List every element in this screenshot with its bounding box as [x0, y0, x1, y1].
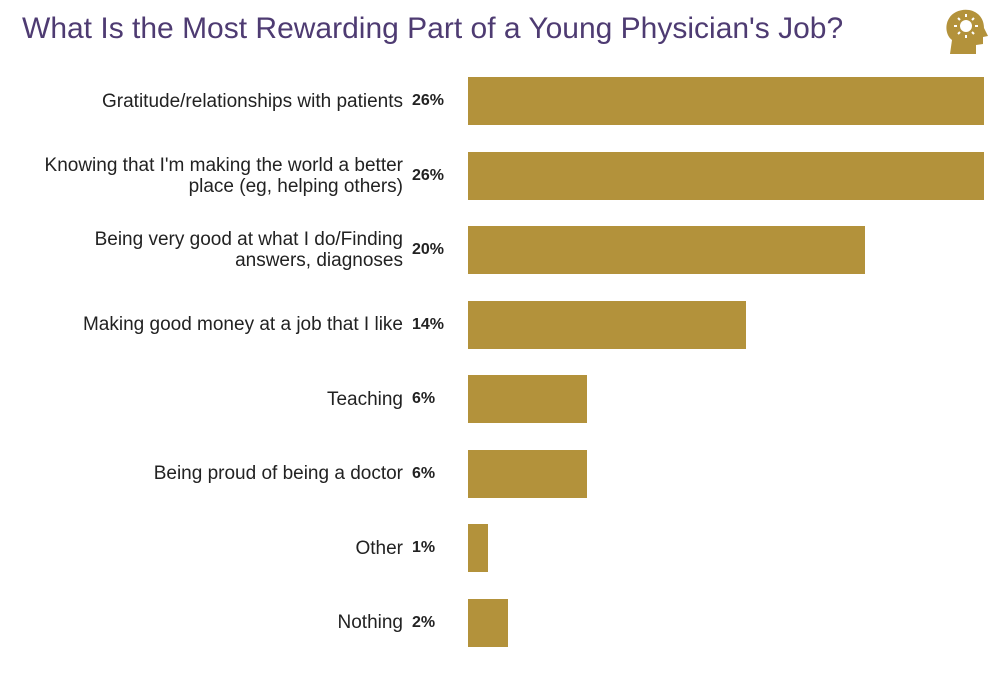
- category-label: Nothing: [337, 612, 404, 633]
- bar: [468, 151, 984, 200]
- bar: [468, 375, 588, 423]
- category-label: Being very good at what I do/Finding ans…: [94, 229, 403, 271]
- bar: [468, 77, 984, 125]
- category-label: Gratitude/relationships with patients: [102, 90, 403, 112]
- value-label: 26%: [412, 92, 445, 109]
- bar: [468, 226, 865, 274]
- logo-icon: [946, 9, 988, 54]
- value-label: 6%: [412, 390, 436, 407]
- value-label: 2%: [412, 613, 436, 631]
- value-label: 1%: [412, 539, 436, 556]
- bar: [468, 449, 588, 498]
- category-label: Teaching: [326, 388, 403, 410]
- category-label: Making good money at a job that I like: [82, 314, 403, 335]
- category-label: Being proud of being a doctor: [153, 463, 403, 484]
- value-label: 6%: [412, 464, 436, 482]
- chart-title: What Is the Most Rewarding Part of a You…: [22, 12, 844, 45]
- category-label: Other: [355, 537, 403, 559]
- bar: [468, 524, 488, 572]
- value-label: 26%: [412, 166, 445, 184]
- bar: [468, 598, 508, 647]
- value-label: 14%: [412, 315, 445, 333]
- category-label: Knowing that I'm making the world a bett…: [44, 154, 403, 197]
- value-label: 20%: [412, 241, 445, 258]
- bar: [468, 300, 746, 349]
